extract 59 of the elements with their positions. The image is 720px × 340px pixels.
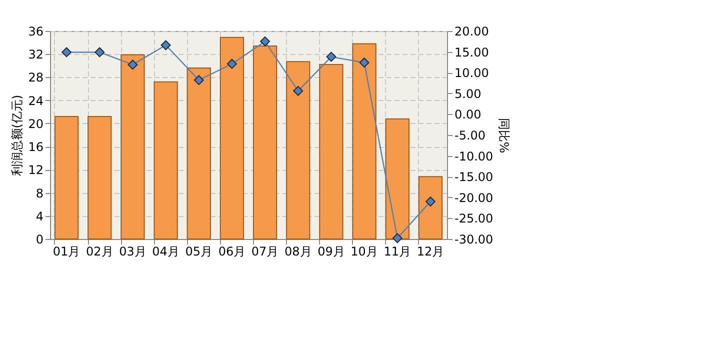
y2-tick-label: 20.00 bbox=[454, 24, 489, 38]
y2-tick-label: 15.00 bbox=[454, 45, 489, 60]
y-tick-label: 36 bbox=[28, 24, 44, 38]
bar bbox=[120, 54, 145, 240]
y-tick-label: 4 bbox=[36, 209, 44, 224]
y-tick-label: 20 bbox=[28, 116, 44, 131]
y-tick-label: 8 bbox=[36, 186, 44, 200]
y-tick-label: 12 bbox=[28, 163, 44, 178]
bar bbox=[220, 36, 244, 240]
y2-tick-label: -25.00 bbox=[454, 212, 494, 226]
x-tick-label: 12月 bbox=[416, 244, 444, 258]
y2-tick-label: -5.00 bbox=[454, 128, 486, 142]
x-tick-label: 10月 bbox=[350, 244, 378, 258]
y-tick-label: 0 bbox=[36, 232, 44, 246]
bar bbox=[385, 118, 410, 240]
y2-tick-label: 0.00 bbox=[454, 108, 482, 122]
bar bbox=[319, 64, 344, 240]
point bbox=[194, 75, 204, 86]
y-tick-label: 32 bbox=[28, 48, 44, 62]
x-tick-label: 06月 bbox=[218, 244, 246, 258]
y-tick-label: 28 bbox=[28, 70, 44, 85]
x-tick-label: 07月 bbox=[251, 244, 279, 258]
y-tick-label: 16 bbox=[28, 140, 44, 154]
bar bbox=[286, 61, 310, 240]
x-tick-label: 08月 bbox=[284, 244, 312, 258]
point bbox=[392, 233, 402, 244]
y2-tick-label: -10.00 bbox=[454, 149, 494, 164]
point bbox=[94, 47, 105, 58]
point bbox=[326, 52, 336, 62]
bar bbox=[186, 67, 211, 240]
y-tick-label: 24 bbox=[28, 94, 44, 108]
bar bbox=[418, 176, 443, 240]
bar bbox=[154, 81, 178, 240]
bar bbox=[88, 116, 112, 240]
y2-tick-label: -15.00 bbox=[454, 170, 494, 184]
y-axis-title: 利润总额(亿元) bbox=[10, 94, 24, 176]
x-tick-label: 03月 bbox=[119, 244, 146, 258]
y2-tick-label: -30.00 bbox=[454, 232, 494, 246]
y2-tick-label: 5.00 bbox=[454, 86, 482, 101]
bar bbox=[54, 116, 79, 240]
y2-tick-label: 10.00 bbox=[454, 66, 489, 80]
point bbox=[260, 36, 270, 46]
point bbox=[62, 47, 72, 58]
point bbox=[425, 196, 436, 207]
point bbox=[226, 58, 237, 69]
point bbox=[359, 58, 370, 68]
y2-axis-title: 同比% bbox=[497, 118, 512, 154]
x-tick-label: 02月 bbox=[86, 244, 114, 258]
x-tick-label: 01月 bbox=[52, 244, 80, 258]
point bbox=[293, 86, 304, 96]
point bbox=[128, 60, 138, 70]
x-tick-label: 05月 bbox=[185, 244, 213, 258]
x-tick-label: 11月 bbox=[384, 244, 412, 258]
x-tick-label: 04月 bbox=[152, 244, 180, 258]
bar bbox=[252, 46, 278, 240]
x-tick-label: 09月 bbox=[318, 244, 345, 258]
point bbox=[160, 40, 171, 50]
y2-tick-label: -20.00 bbox=[454, 190, 494, 205]
bar bbox=[352, 43, 376, 240]
